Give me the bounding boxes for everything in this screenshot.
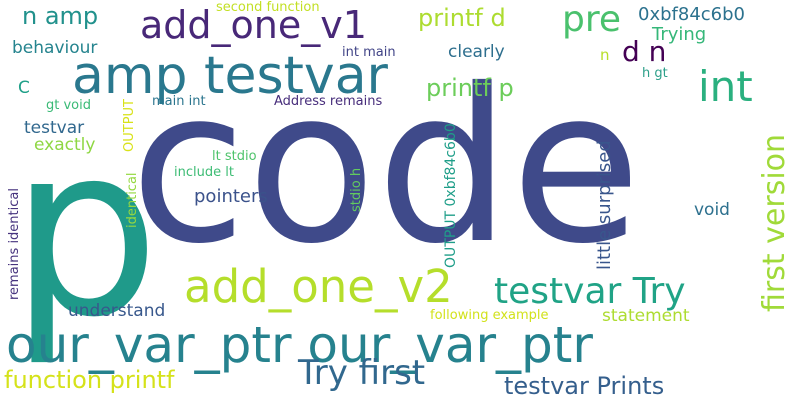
word-d-n: d n <box>622 35 667 68</box>
word-pre: pre <box>562 0 622 40</box>
word-pointers: pointers <box>194 186 268 207</box>
word-function-printf: function printf <box>4 366 175 394</box>
word-little-surprised: little surprised <box>594 140 615 270</box>
word-testvar-prints: testvar Prints <box>504 372 665 400</box>
word-first-version: first version <box>757 133 792 312</box>
word-printf-d: printf d <box>418 4 506 32</box>
word-add-one-v2: add_one_v2 <box>184 260 453 313</box>
word-second-function: second function <box>216 0 320 15</box>
word-add-one-v1: add_one_v1 <box>140 3 367 47</box>
word-behaviour: behaviour <box>12 38 98 58</box>
word-following-example: following example <box>430 308 549 323</box>
word-amp-testvar: amp testvar <box>72 46 388 106</box>
word-n-amp: n amp <box>22 2 99 30</box>
word-exactly: exactly <box>34 135 96 155</box>
word-clearly: clearly <box>448 42 505 62</box>
word-testvar-try: testvar Try <box>494 271 686 312</box>
word-gt-void: gt void <box>46 98 91 113</box>
word-understand: understand <box>68 301 166 321</box>
word-main-int: main int <box>152 94 206 109</box>
word-n: n <box>600 46 610 64</box>
word-identical: identical <box>125 172 140 228</box>
word-output: OUTPUT <box>122 99 137 152</box>
word-testvar: testvar <box>24 118 85 138</box>
word-address-remains: Address remains <box>274 94 383 109</box>
word-include-lt: include lt <box>174 165 234 180</box>
word-p: p <box>10 94 160 369</box>
word-int-main: int main <box>342 45 396 60</box>
word-h-gt: h gt <box>642 66 668 81</box>
word-void: void <box>694 200 730 220</box>
word-trying: Trying <box>652 24 707 45</box>
word-code: code <box>130 43 642 290</box>
word-stdio-h: stdio h <box>349 167 364 212</box>
word-printf-p: printf p <box>426 74 514 102</box>
word-lt-stdio: lt stdio <box>212 149 257 164</box>
word-output-0xbf84c6b0: OUTPUT 0xbf84c6b0 <box>443 123 459 268</box>
word-try-first: Try first <box>298 353 426 393</box>
word-statement: statement <box>602 306 690 326</box>
word-int: int <box>698 62 753 111</box>
word-our-var-ptr: our_var_ptr our_var_ptr <box>6 316 593 374</box>
word-remains-identical: remains identical <box>7 188 22 300</box>
word-0xbf84c6b0: 0xbf84c6b0 <box>638 4 745 25</box>
word-c: C <box>18 78 30 98</box>
